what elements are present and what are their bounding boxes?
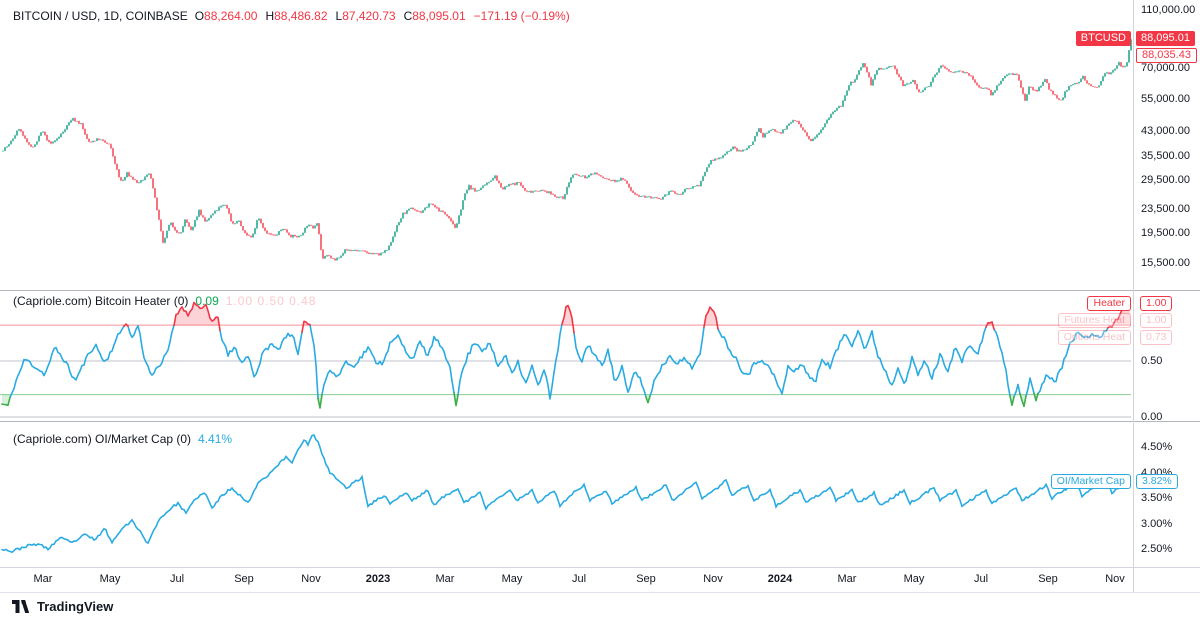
time-axis-label: Sep	[234, 573, 254, 585]
tradingview-brand-text: TradingView	[37, 598, 114, 614]
candle-up-bodies	[2, 39, 1132, 261]
heater-tick: 0.00	[1141, 411, 1163, 423]
bottom-toolbar: TradingView	[0, 592, 1200, 619]
heater-indicator-title[interactable]: (Capriole.com) Bitcoin Heater (0)	[13, 294, 189, 308]
secondary-price-badge: 88,035.43	[1136, 48, 1197, 63]
time-axis-label: 2024	[767, 573, 793, 585]
price-tick: 29,500.00	[1141, 173, 1190, 186]
price-tick: 55,000.00	[1141, 93, 1190, 106]
heater-hot-fill	[2, 302, 1131, 326]
heater-value-badge: 1.00	[1140, 296, 1173, 311]
heater-series-label: Heater	[1087, 296, 1131, 311]
price-tick: 43,000.00	[1141, 125, 1190, 138]
time-axis-label: Sep	[1038, 573, 1058, 585]
oi-tick: 3.00%	[1141, 517, 1173, 530]
oi-tick: 4.50%	[1141, 441, 1173, 453]
last-price-badge: 88,095.01	[1136, 31, 1195, 46]
oi-indicator-value: 4.41%	[198, 432, 233, 446]
candle-down-wicks	[20, 62, 1124, 261]
price-tick: 19,500.00	[1141, 227, 1190, 240]
time-axis[interactable]: Mar May Jul Sep Nov 2023 Mar May Jul Sep Nov 2024 Ma…	[0, 567, 1200, 593]
time-axis-label: 2023	[365, 573, 391, 585]
high-value: 88,486.82	[274, 9, 328, 23]
heater-line-cold-segments	[1, 392, 1039, 409]
close-label: C	[403, 9, 413, 23]
options-heat-series-label: Options Heat	[1057, 330, 1131, 345]
low-label: L	[335, 9, 343, 23]
time-axis-label: May	[501, 573, 523, 585]
heater-cold-fill	[2, 394, 1131, 408]
oi-legend: (Capriole.com) OI/Market Cap (0) 4.41%	[13, 432, 232, 446]
price-tick: 110,000.00	[1141, 4, 1196, 16]
change-value: −171.19 (−0.19%)	[473, 9, 570, 23]
oi-market-cap-line	[1, 434, 1131, 554]
time-axis-label: May	[903, 573, 925, 585]
candle-up-wicks	[2, 39, 1132, 261]
heater-line-hot-segments	[123, 301, 1131, 334]
time-axis-label: Jul	[169, 573, 185, 585]
price-tick: 35,500.00	[1141, 150, 1190, 162]
heater-tick: 0.50	[1141, 355, 1163, 367]
time-axis-label: Jul	[571, 573, 587, 585]
price-scale[interactable]: 110,000.00 70,000.00 55,000.00 43,000.00 35,…	[1133, 0, 1200, 592]
open-label: O	[194, 9, 205, 23]
low-value: 87,420.73	[342, 9, 396, 23]
options-heat-value-badge: 0.73	[1140, 330, 1173, 345]
tradingview-logo-link[interactable]: TradingView	[12, 598, 113, 615]
price-tick: 23,500.00	[1141, 203, 1190, 216]
price-tick: 70,000.00	[1141, 62, 1190, 75]
time-axis-label: Mar	[33, 573, 53, 585]
time-axis-label: May	[99, 573, 121, 585]
time-axis-label: Sep	[636, 573, 656, 585]
time-axis-label: Mar	[435, 573, 455, 585]
oi-tick: 3.50%	[1141, 492, 1173, 504]
open-value: 88,264.00	[204, 9, 258, 23]
futures-heat-value-badge: 1.00	[1140, 313, 1173, 328]
time-axis-label: Nov	[703, 573, 723, 585]
symbol-badge: BTCUSD	[1075, 31, 1131, 46]
tradingview-logo-icon	[12, 599, 30, 613]
oi-tick: 2.50%	[1141, 543, 1173, 555]
heater-indicator-faint-values: 1.00 0.50 0.48	[225, 294, 317, 308]
close-value: 88,095.01	[412, 9, 466, 23]
time-axis-label: Mar	[837, 573, 857, 585]
main-legend: BITCOIN / USD, 1D, COINBASE O88,264.00 H…	[13, 9, 570, 23]
oi-indicator-title[interactable]: (Capriole.com) OI/Market Cap (0)	[13, 432, 192, 446]
time-axis-label: Nov	[1105, 573, 1125, 585]
time-axis-label: Jul	[973, 573, 989, 585]
oi-value-badge: 3.82%	[1136, 474, 1178, 489]
heater-indicator-value: 0.09	[195, 294, 219, 308]
symbol-title[interactable]: BITCOIN / USD, 1D, COINBASE	[13, 9, 188, 23]
heater-line	[9, 323, 1109, 400]
futures-heat-series-label: Futures Heat	[1058, 313, 1131, 328]
heater-legend: (Capriole.com) Bitcoin Heater (0) 0.09 1…	[13, 294, 316, 308]
price-tick: 15,500.00	[1141, 257, 1190, 269]
candle-down-bodies	[20, 62, 1124, 261]
high-label: H	[265, 9, 275, 23]
oi-series-label: OI/Market Cap	[1050, 474, 1131, 489]
time-axis-label: Nov	[301, 573, 321, 585]
ohlc-values: O88,264.00 H88,486.82 L87,420.73 C88,095…	[195, 9, 570, 23]
